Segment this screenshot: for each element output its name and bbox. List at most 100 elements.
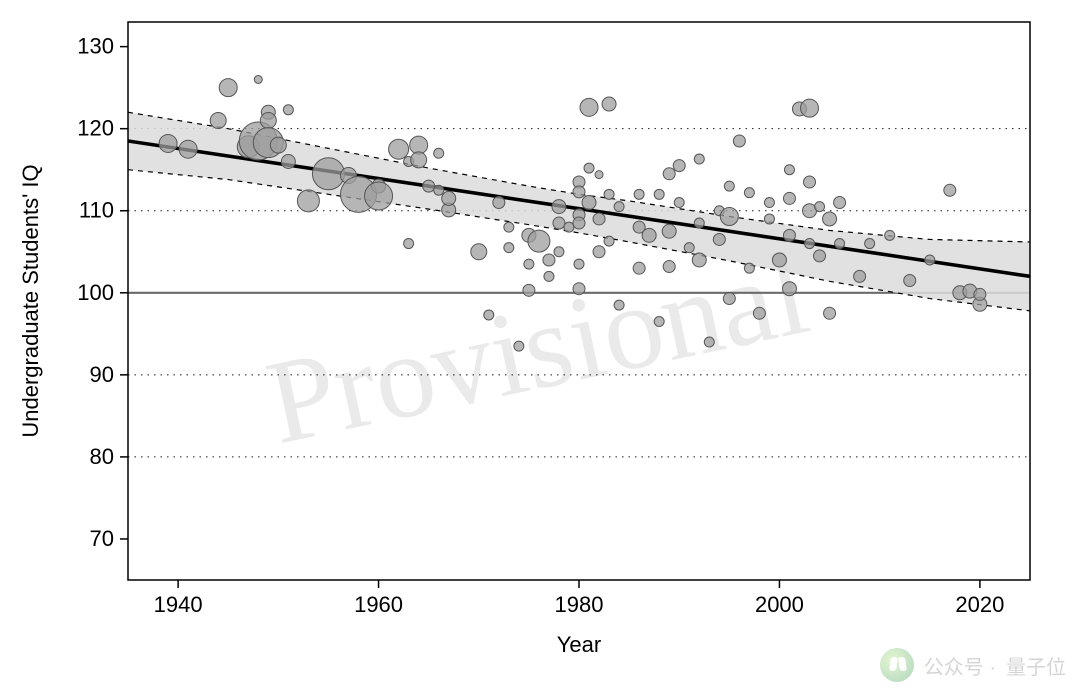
data-point bbox=[528, 230, 550, 252]
scatter-chart-svg: Provisional19401960198020002020708090100… bbox=[0, 0, 1080, 692]
source-watermark: 公众号 · 量子位 bbox=[880, 648, 1066, 682]
data-point bbox=[297, 190, 319, 212]
data-point bbox=[704, 337, 714, 347]
data-point bbox=[573, 186, 585, 198]
data-point bbox=[944, 184, 956, 196]
data-point bbox=[604, 236, 614, 246]
y-tick-label: 80 bbox=[90, 444, 114, 469]
data-point bbox=[654, 317, 664, 327]
data-point bbox=[514, 341, 524, 351]
data-point bbox=[493, 197, 505, 209]
data-point bbox=[663, 168, 675, 180]
data-point bbox=[573, 217, 585, 229]
data-point bbox=[744, 188, 754, 198]
y-tick-label: 90 bbox=[90, 362, 114, 387]
data-point bbox=[260, 112, 276, 128]
data-point bbox=[854, 270, 866, 282]
x-tick-label: 1940 bbox=[154, 592, 203, 617]
y-tick-label: 110 bbox=[79, 198, 114, 223]
data-point bbox=[179, 140, 197, 158]
watermark-prefix: 公众号 · bbox=[924, 651, 996, 680]
x-tick-label: 2000 bbox=[755, 592, 804, 617]
data-point bbox=[720, 207, 738, 225]
data-point bbox=[782, 282, 796, 296]
data-point bbox=[753, 307, 765, 319]
x-tick-label: 1960 bbox=[354, 592, 403, 617]
data-point bbox=[925, 255, 935, 265]
data-point bbox=[270, 137, 286, 153]
data-point bbox=[210, 112, 226, 128]
y-tick-label: 120 bbox=[77, 116, 114, 141]
data-point bbox=[801, 99, 819, 117]
y-tick-label: 130 bbox=[77, 34, 114, 59]
data-point bbox=[159, 134, 177, 152]
data-point bbox=[434, 148, 444, 158]
data-point bbox=[423, 180, 435, 192]
data-point bbox=[772, 253, 786, 267]
x-axis-label: Year bbox=[557, 632, 601, 657]
data-point bbox=[634, 189, 644, 199]
data-point bbox=[614, 202, 624, 212]
data-point bbox=[764, 214, 774, 224]
data-point bbox=[593, 213, 605, 225]
data-point bbox=[663, 261, 675, 273]
data-point bbox=[834, 197, 846, 209]
data-point bbox=[602, 97, 616, 111]
y-tick-label: 70 bbox=[90, 526, 114, 551]
data-point bbox=[365, 182, 393, 210]
data-point bbox=[523, 284, 535, 296]
data-point bbox=[814, 250, 826, 262]
data-point bbox=[713, 233, 725, 245]
data-point bbox=[673, 160, 685, 172]
data-point bbox=[552, 200, 566, 214]
data-point bbox=[784, 165, 794, 175]
data-point bbox=[783, 229, 795, 241]
data-point bbox=[723, 293, 735, 305]
data-point bbox=[733, 135, 745, 147]
data-point bbox=[804, 176, 816, 188]
data-point bbox=[484, 310, 494, 320]
data-point bbox=[744, 263, 754, 273]
x-tick-label: 1980 bbox=[555, 592, 604, 617]
data-point bbox=[471, 244, 487, 260]
data-point bbox=[662, 224, 676, 238]
data-point bbox=[823, 212, 837, 226]
data-point bbox=[974, 288, 986, 300]
data-point bbox=[805, 239, 815, 249]
data-point bbox=[674, 198, 684, 208]
y-axis-label: Undergraduate Students' IQ bbox=[18, 164, 43, 437]
data-point bbox=[692, 253, 706, 267]
data-point bbox=[553, 217, 565, 229]
data-point bbox=[504, 243, 514, 253]
data-point bbox=[904, 274, 916, 286]
data-point bbox=[411, 152, 427, 168]
data-point bbox=[783, 192, 795, 204]
data-point bbox=[283, 105, 293, 115]
y-tick-label: 100 bbox=[77, 280, 114, 305]
data-point bbox=[764, 198, 774, 208]
data-point bbox=[312, 158, 344, 190]
data-point bbox=[574, 259, 584, 269]
data-point bbox=[724, 181, 734, 191]
data-point bbox=[524, 259, 534, 269]
data-point bbox=[544, 271, 554, 281]
data-point bbox=[584, 163, 594, 173]
data-point bbox=[434, 185, 444, 195]
data-point bbox=[633, 262, 645, 274]
data-point bbox=[694, 154, 704, 164]
data-point bbox=[389, 139, 409, 159]
watermark-name: 量子位 bbox=[1006, 651, 1066, 680]
data-point bbox=[595, 171, 603, 179]
x-tick-label: 2020 bbox=[955, 592, 1004, 617]
data-point bbox=[404, 239, 414, 249]
data-point bbox=[593, 246, 605, 258]
data-point bbox=[824, 307, 836, 319]
data-point bbox=[654, 189, 664, 199]
data-point bbox=[835, 239, 845, 249]
data-point bbox=[219, 79, 237, 97]
data-point bbox=[442, 191, 456, 205]
wechat-icon bbox=[880, 648, 914, 682]
data-point bbox=[885, 230, 895, 240]
data-point bbox=[694, 218, 704, 228]
chart-container: Provisional19401960198020002020708090100… bbox=[0, 0, 1080, 692]
